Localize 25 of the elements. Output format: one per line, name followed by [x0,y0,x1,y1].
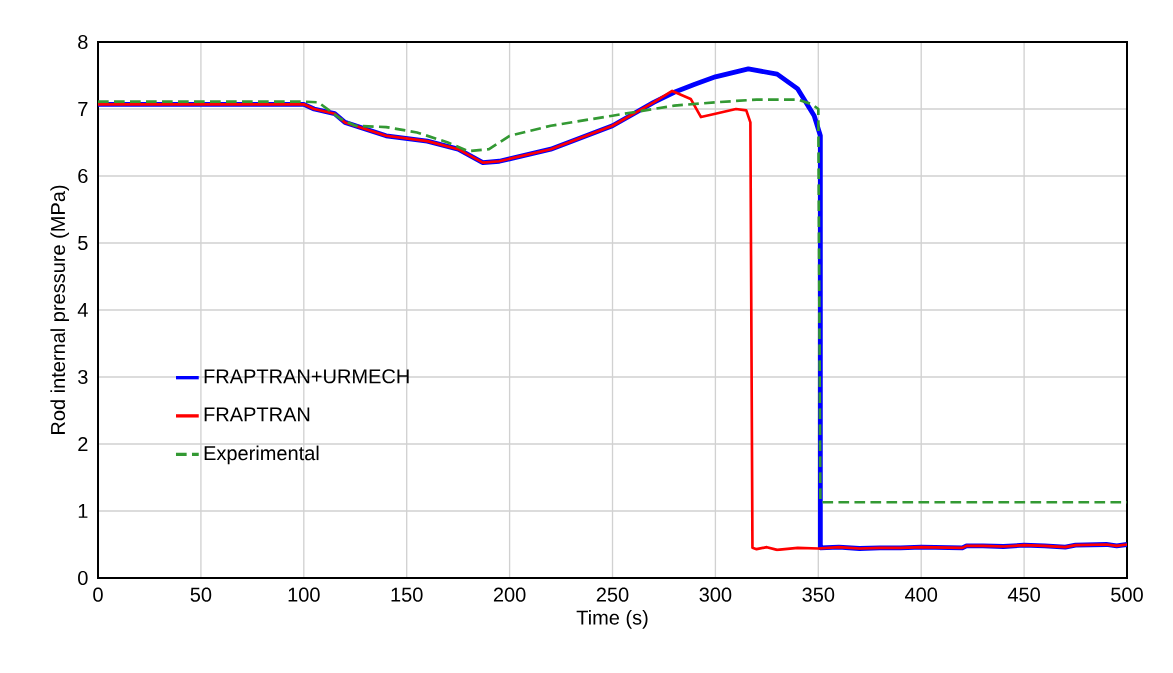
x-tick-label: 350 [802,587,835,602]
x-axis-title: Time (s) [576,610,648,629]
x-tick-label: 50 [190,587,212,602]
x-tick-label: 500 [1111,587,1143,602]
x-tick-label: 200 [493,587,526,602]
y-tick-label: 1 [78,504,88,518]
y-tick-label: 3 [78,369,88,385]
y-tick-label: 6 [78,168,88,184]
y-axis-title: Rod internal pressure (MPa) [50,185,70,434]
y-tick-label: 7 [78,102,88,116]
x-tick-label: 400 [904,587,938,602]
legend-label: FRAPTRAN+URMECH [204,369,409,384]
x-tick-label: 300 [699,587,732,602]
x-tick-label: 250 [596,587,629,602]
x-tick-label: 0 [93,587,103,602]
y-tick-label: 2 [78,437,88,451]
x-tick-label: 150 [391,587,423,602]
x-tick-label: 100 [288,587,320,602]
legend-label: FRAPTRAN [204,407,310,422]
y-tick-label: 4 [77,303,88,317]
y-tick-label: 5 [78,236,88,250]
y-tick-label: 0 [78,570,88,586]
legend-label: Experimental [204,445,319,465]
y-tick-label: 8 [78,34,88,50]
x-tick-label: 450 [1007,587,1040,602]
